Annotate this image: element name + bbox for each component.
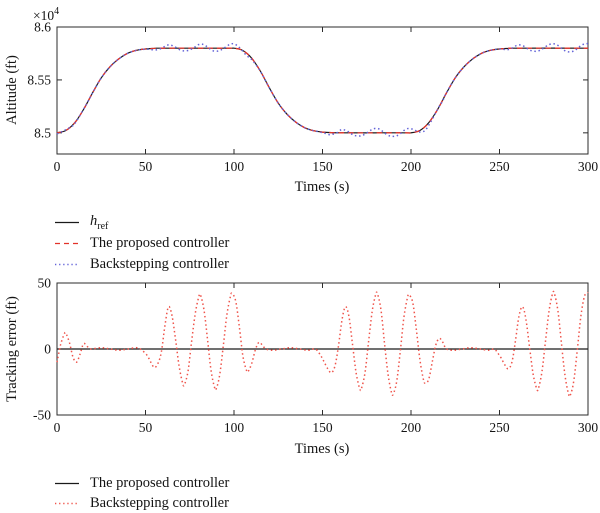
legend-item-the-proposed-controller: The proposed controller [55, 233, 229, 254]
x-tick-label: 50 [139, 159, 153, 174]
x-tick-label: 250 [489, 420, 510, 435]
series-backstepping-controller [56, 290, 589, 398]
legend-label: Backstepping controller [90, 494, 229, 511]
altitude-x-axis-title: Times (s) [295, 179, 350, 195]
x-tick-label: 200 [401, 420, 422, 435]
series-h-ref [56, 47, 589, 134]
altitude-y-axis-title: Altitude (ft) [4, 55, 20, 125]
plot-box [56, 26, 589, 155]
legend-label: The proposed controller [90, 235, 230, 252]
x-tick-label: 200 [401, 159, 422, 174]
y-tick-label: 8.55 [27, 72, 51, 87]
x-tick-label: 300 [578, 420, 599, 435]
axes-layer: 0 50 100 150 200 250 300 8.5 8.55 8.6 0 50 100 150 200… [27, 20, 598, 436]
legend-swatch-dashed [55, 242, 79, 245]
legend-swatch-solid [55, 482, 79, 484]
error-x-axis-title: Times (s) [295, 441, 350, 457]
x-tick-label: 150 [312, 420, 333, 435]
legend-label: href [90, 212, 109, 232]
y-tick-label: -50 [33, 408, 51, 423]
x-tick-label: 300 [578, 159, 599, 174]
legend-swatch-solid [55, 221, 79, 224]
x-tick-label: 100 [224, 159, 245, 174]
y-tick-label: 50 [38, 276, 52, 291]
chart-1: 0 50 100 150 200 250 300 8.5 8.55 8.6 [27, 20, 598, 175]
y-tick-label: 8.6 [34, 20, 51, 35]
y-tick-label: 8.5 [34, 125, 51, 140]
y-axis-multiplier: ×104 [33, 6, 59, 23]
x-tick-label: 0 [54, 420, 61, 435]
legend-item-backstepping-controller: Backstepping controller [55, 493, 229, 513]
x-tick-label: 150 [312, 159, 333, 174]
legend-item-the-proposed-controller: The proposed controller [55, 473, 229, 493]
legend-label: Backstepping controller [90, 256, 229, 273]
legend-swatch-dotted [55, 263, 79, 266]
x-tick-label: 250 [489, 159, 510, 174]
altitude-legend: href The proposed controller Backstepping … [55, 212, 229, 275]
y-tick-label: 0 [44, 342, 51, 357]
legend-label: The proposed controller [90, 474, 230, 491]
x-tick-label: 100 [224, 420, 245, 435]
legend-item-backstepping-controller: Backstepping controller [55, 254, 229, 275]
series-the-proposed-controller [56, 47, 589, 134]
series-backstepping-controller [56, 42, 589, 138]
error-legend: The proposed controller Backstepping cont… [55, 473, 229, 513]
legend-swatch-dotted [55, 502, 79, 504]
legend-item-h-ref: href [55, 212, 229, 233]
x-tick-label: 50 [139, 420, 153, 435]
x-tick-label: 0 [54, 159, 61, 174]
error-y-axis-title: Tracking error (ft) [4, 296, 20, 402]
